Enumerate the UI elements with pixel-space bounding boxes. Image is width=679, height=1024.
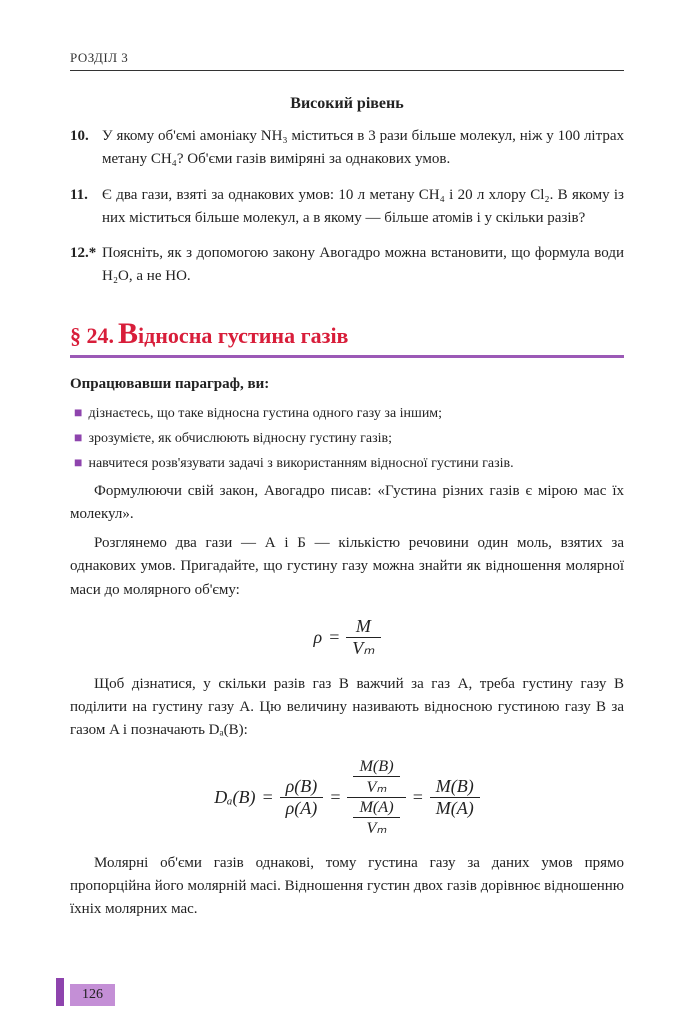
level-title: Високий рівень — [70, 95, 624, 113]
equals-sign: = — [262, 787, 274, 808]
formula-lhs: Dₐ(B) — [214, 787, 255, 808]
section-heading: § 24. Відносна густина газів — [70, 317, 624, 351]
bullet-text: зрозумієте, як обчислюють відносну густи… — [88, 428, 392, 449]
problem-text: У якому об'ємі амоніаку NH₃ міститься в … — [102, 125, 624, 172]
problem-10: 10. У якому об'ємі амоніаку NH₃ міститьс… — [70, 125, 624, 172]
problem-text: Поясніть, як з допомогою закону Авогадро… — [102, 242, 624, 289]
paragraph: Молярні об'єми газів однакові, тому густ… — [70, 852, 624, 922]
numerator: M — [346, 616, 380, 638]
bullet-text: навчитеся розв'язувати задачі з використ… — [88, 453, 513, 474]
denominator: M(A) — [430, 798, 480, 819]
problem-12: 12.* Поясніть, як з допомогою закону Аво… — [70, 242, 624, 289]
bullet-icon: ■ — [74, 403, 82, 424]
section-header: РОЗДІЛ 3 — [70, 50, 624, 71]
paragraph: Формулюючи свій закон, Авогадро писав: «… — [70, 480, 624, 527]
numerator: M(B) — [430, 776, 480, 798]
equals-sign: = — [328, 627, 340, 648]
problem-number: 11. — [70, 184, 102, 231]
problem-number: 12.* — [70, 242, 102, 289]
denominator: M(A) Vₘ — [347, 798, 405, 838]
problem-number: 10. — [70, 125, 102, 172]
heading-initial: В — [118, 317, 138, 350]
formula-lhs: ρ — [313, 627, 322, 648]
fraction-nested: M(B) Vₘ M(A) Vₘ — [347, 757, 405, 838]
bullet-item: ■ навчитеся розв'язувати задачі з викори… — [70, 453, 624, 474]
paragraph-number: § 24. — [70, 323, 114, 348]
fraction: M(B) M(A) — [430, 776, 480, 819]
paragraph: Розглянемо два гази — А і Б — кількістю … — [70, 532, 624, 602]
equals-sign: = — [412, 787, 424, 808]
page-accent-bar — [56, 978, 64, 1006]
bullet-item: ■ дізнаєтесь, що таке відносна густина о… — [70, 403, 624, 424]
page-number: 126 — [70, 984, 115, 1006]
fraction: M Vₘ — [346, 616, 380, 659]
equals-sign: = — [329, 787, 341, 808]
bullet-icon: ■ — [74, 453, 82, 474]
formula-density: ρ = M Vₘ — [70, 616, 624, 659]
denominator: Vₘ — [346, 638, 380, 659]
numerator: M(B) Vₘ — [347, 757, 405, 798]
numerator: ρ(B) — [280, 776, 324, 798]
problem-11: 11. Є два гази, взяті за однакових умов:… — [70, 184, 624, 231]
denominator: ρ(A) — [280, 798, 324, 819]
textbook-page: РОЗДІЛ 3 Високий рівень 10. У якому об'є… — [0, 0, 679, 1024]
heading-underline — [70, 355, 624, 358]
problem-text: Є два гази, взяті за однакових умов: 10 … — [102, 184, 624, 231]
bullet-icon: ■ — [74, 428, 82, 449]
bullet-text: дізнаєтесь, що таке відносна густина одн… — [88, 403, 442, 424]
paragraph: Щоб дізнатися, у скільки разів газ B важ… — [70, 673, 624, 743]
intro-line: Опрацювавши параграф, ви: — [70, 376, 624, 393]
heading-rest: ідносна густина газів — [138, 323, 348, 348]
bullet-item: ■ зрозумієте, як обчислюють відносну гус… — [70, 428, 624, 449]
fraction: ρ(B) ρ(A) — [280, 776, 324, 819]
formula-relative-density: Dₐ(B) = ρ(B) ρ(A) = M(B) Vₘ M(A) Vₘ — [70, 757, 624, 838]
